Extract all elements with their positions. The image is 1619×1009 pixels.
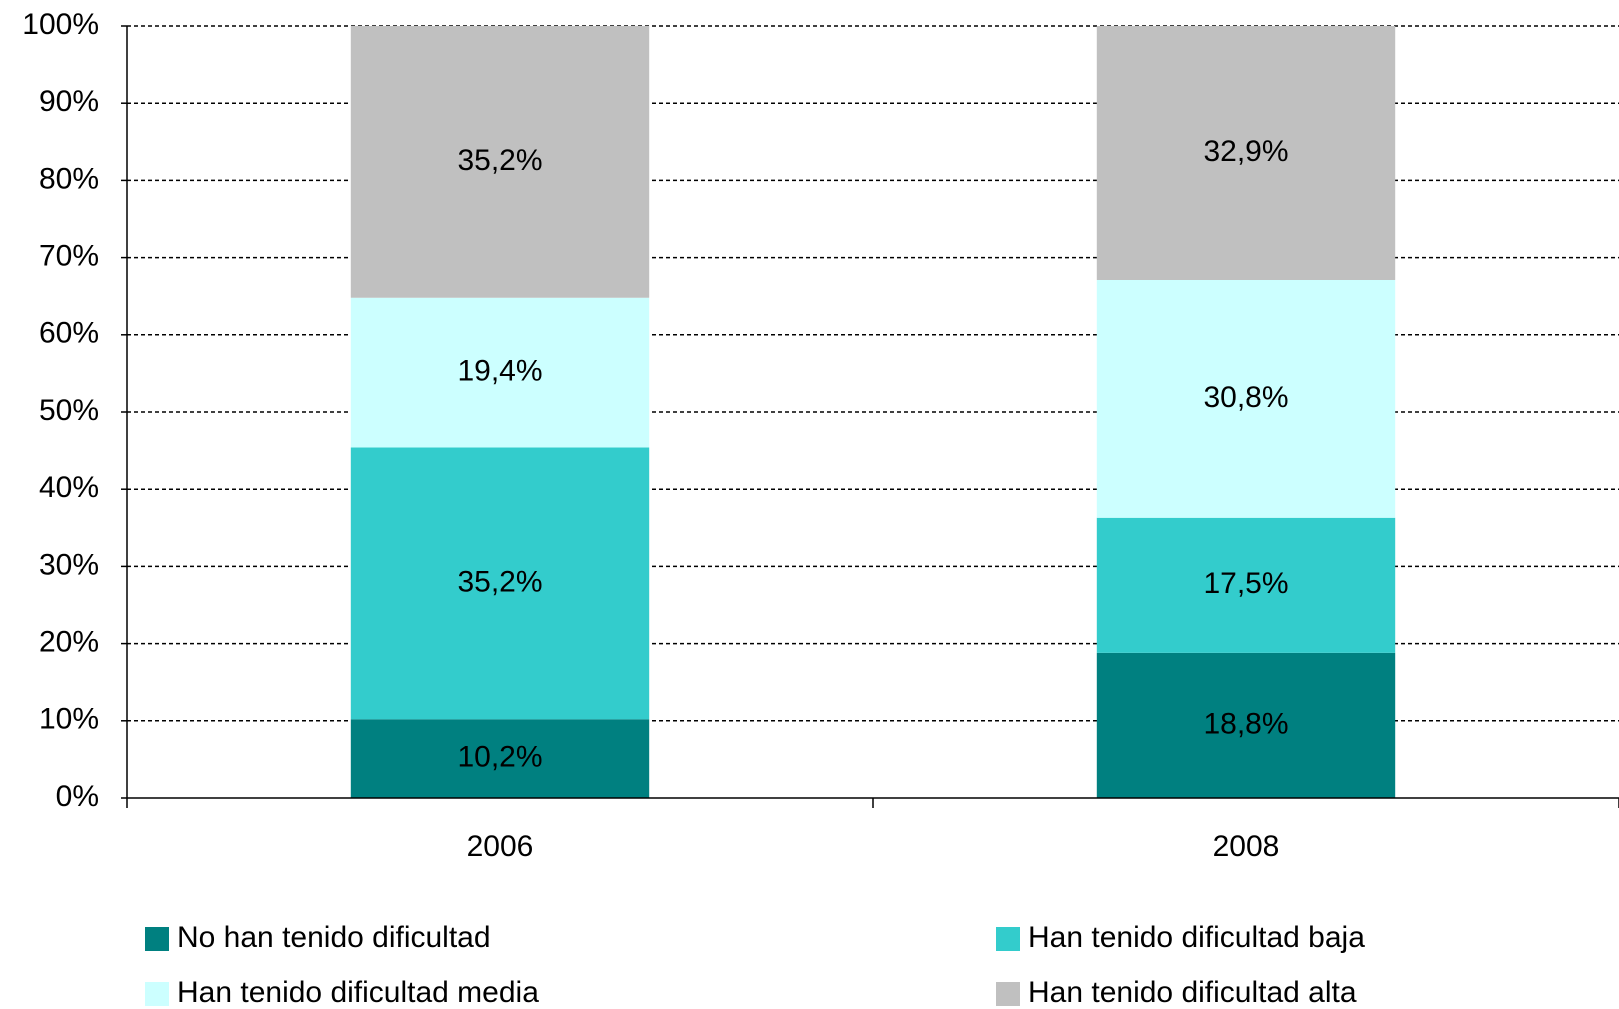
legend-label: No han tenido dificultad <box>177 921 491 954</box>
legend-swatch <box>145 927 169 951</box>
legend-label: Han tenido dificultad baja <box>1028 921 1365 954</box>
bar-segment <box>350 26 650 298</box>
y-tick-label: 90% <box>39 85 99 118</box>
legend-swatch <box>996 982 1020 1006</box>
x-tick-label: 2008 <box>1213 830 1280 863</box>
y-tick-label: 60% <box>39 317 99 350</box>
bar-segment <box>1096 517 1396 653</box>
y-tick-label: 0% <box>56 780 99 813</box>
y-tick-label: 80% <box>39 162 99 195</box>
bar-segment <box>350 719 650 798</box>
value-label: 10,2% <box>457 741 542 774</box>
legend-label: Han tenido dificultad alta <box>1028 976 1357 1009</box>
value-label: 18,8% <box>1203 707 1288 740</box>
bar-segment <box>1096 279 1396 518</box>
y-tick-label: 100% <box>22 8 99 41</box>
value-label: 35,2% <box>457 144 542 177</box>
value-label: 19,4% <box>457 355 542 388</box>
x-tick-label: 2006 <box>467 830 534 863</box>
value-label: 32,9% <box>1203 135 1288 168</box>
bar-segment <box>1096 652 1396 798</box>
legend-swatch <box>996 927 1020 951</box>
value-label: 35,2% <box>457 565 542 598</box>
value-label: 30,8% <box>1203 381 1288 414</box>
bar-segment <box>350 447 650 720</box>
y-tick-label: 10% <box>39 703 99 736</box>
legend-swatch <box>145 982 169 1006</box>
value-label: 17,5% <box>1203 567 1288 600</box>
legend-label: Han tenido dificultad media <box>177 976 539 1009</box>
y-tick-label: 50% <box>39 394 99 427</box>
bar-segment <box>350 297 650 448</box>
y-tick-label: 20% <box>39 626 99 659</box>
y-tick-label: 70% <box>39 240 99 273</box>
bar-segment <box>1096 26 1396 280</box>
y-tick-label: 30% <box>39 548 99 581</box>
y-tick-label: 40% <box>39 471 99 504</box>
